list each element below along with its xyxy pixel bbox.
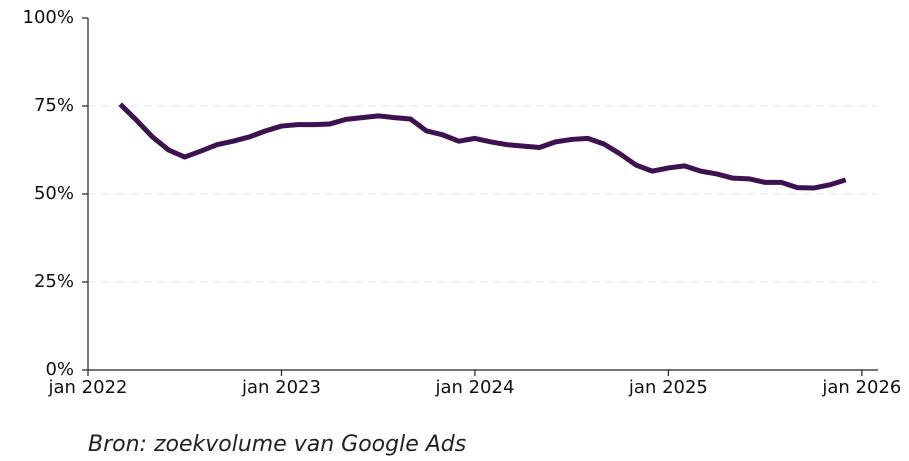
y-tick-label: 50% <box>34 183 74 204</box>
data-line <box>118 102 847 191</box>
y-tick-label: 0% <box>45 359 74 380</box>
y-tick-label: 100% <box>23 7 74 28</box>
x-tick-label: jan 2025 <box>628 377 708 398</box>
x-tick-label: jan 2026 <box>821 377 901 398</box>
source-note: Bron: zoekvolume van Google Ads <box>88 432 466 457</box>
y-tick-label: 25% <box>34 271 74 292</box>
x-tick-label: jan 2024 <box>434 377 514 398</box>
y-tick-label: 75% <box>34 95 74 116</box>
x-tick-label: jan 2022 <box>48 377 128 398</box>
x-tick-label: jan 2023 <box>241 377 321 398</box>
